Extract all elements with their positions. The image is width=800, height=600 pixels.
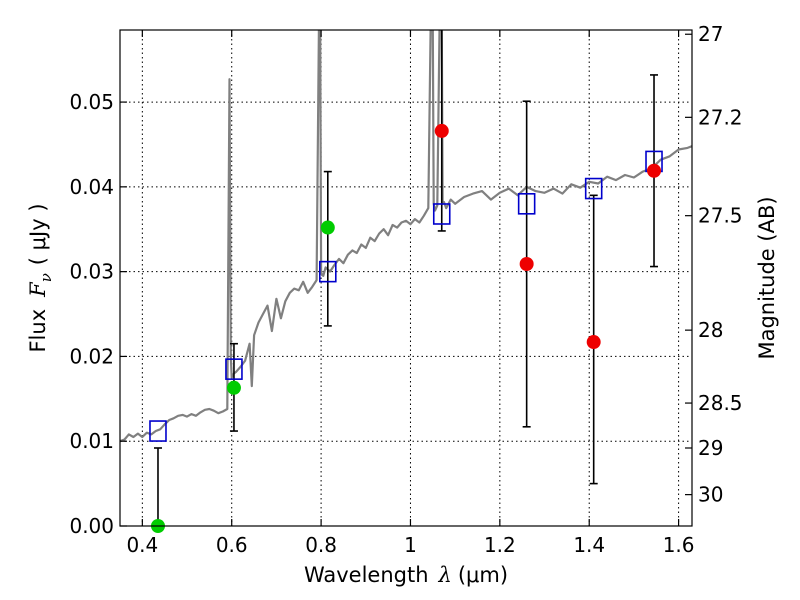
observed-red-point: [586, 335, 601, 350]
y-axis-label: Flux Fν ( μJy ): [26, 203, 55, 352]
x-tick-label: 1: [404, 533, 417, 557]
right-axis-label: Magnitude (AB): [755, 196, 779, 359]
x-axis-label-text: Wavelength: [304, 563, 429, 587]
x-tick-label: 1.2: [484, 533, 516, 557]
right-tick-label: 29: [698, 436, 723, 460]
observed-green-point: [320, 220, 335, 235]
y-tick-label: 0.01: [69, 429, 114, 453]
plot-frame: [119, 29, 693, 527]
model-photometry-square: [517, 193, 536, 215]
grid-lines: [120, 30, 692, 526]
y-tick-label: 0.04: [69, 175, 114, 199]
right-tick-label: 30: [698, 483, 723, 507]
y-tick-label: 0.03: [69, 260, 114, 284]
x-tick-label: 1.4: [573, 533, 605, 557]
model-photometry-square: [432, 203, 451, 225]
x-axis-label: Wavelength λ (μm): [304, 563, 508, 587]
model-spectrum-line: [120, 30, 692, 443]
right-tick-label: 28: [698, 318, 723, 342]
data-layer: [120, 30, 692, 443]
axis-ticks: 0.4 0.6 0.8 1 1.2 1.4 1.6 0.00 0.01 0.02 0.03 0.04 0…: [69, 22, 742, 557]
observed-red-point: [434, 123, 449, 138]
x-tick-label: 1.6: [663, 533, 695, 557]
model-photometry-square: [318, 260, 337, 283]
x-axis-label-unit: (μm): [458, 563, 508, 587]
model-photometry-square: [225, 358, 243, 380]
x-axis-label-symbol: λ: [438, 563, 452, 587]
x-tick-label: 0.6: [216, 533, 248, 557]
y-tick-label: 0.00: [69, 514, 114, 538]
x-tick-label: 0.8: [305, 533, 337, 557]
y-tick-label: 0.05: [69, 90, 114, 114]
observed-red-point: [519, 257, 534, 272]
y-axis-label-unit: ( μJy ): [26, 203, 50, 265]
y-axis-label-text: Flux: [26, 309, 50, 353]
y-axis-label-subscript: ν: [37, 273, 55, 282]
points-layer: [149, 30, 663, 533]
right-tick-label: 27.5: [698, 204, 743, 228]
right-tick-label: 27.2: [698, 105, 743, 129]
y-tick-label: 0.02: [69, 344, 114, 368]
y-axis-label-symbol: F: [26, 281, 50, 298]
right-tick-label: 28.5: [698, 391, 743, 415]
x-tick-label: 0.4: [126, 533, 158, 557]
model-photometry-square: [584, 177, 603, 200]
observed-green-point: [226, 380, 241, 395]
model-photometry-square: [149, 420, 167, 442]
observed-red-point: [647, 163, 662, 178]
right-tick-label: 27: [698, 22, 723, 46]
